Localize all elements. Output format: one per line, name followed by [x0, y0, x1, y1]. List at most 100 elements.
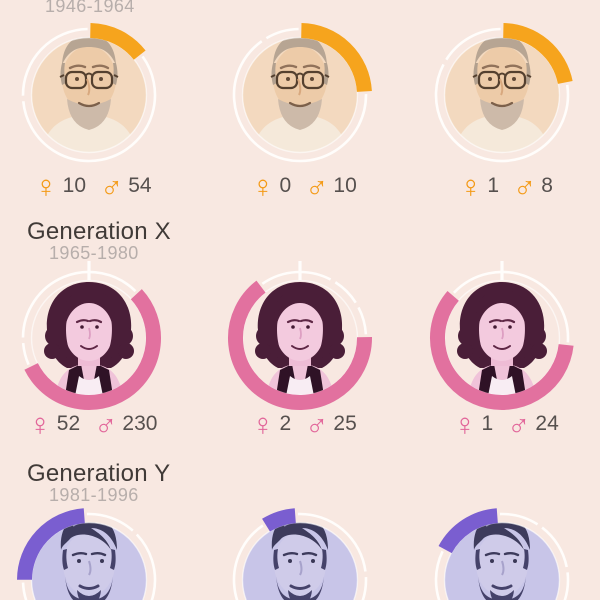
- female-stat: ♀ 2: [251, 409, 291, 440]
- donut-ring-svg: [17, 508, 157, 600]
- female-icon: ♀: [453, 406, 477, 442]
- stat-value: 10: [62, 174, 86, 197]
- ring-highlight-arc: [89, 23, 146, 60]
- ring-track-segment: [21, 270, 137, 338]
- donut-ring-svg: [232, 23, 372, 163]
- donut-ring-svg: [228, 261, 372, 410]
- ring-track-segment: [445, 27, 501, 61]
- male-icon: ♂: [100, 168, 124, 204]
- section-years-generation-y: 1981-1996: [49, 485, 139, 505]
- avatar-outline: [30, 36, 148, 154]
- donut-cell-generation-y-2: [218, 498, 382, 600]
- ring-highlight-arc: [262, 508, 297, 532]
- male-stat: ♂ 230: [94, 409, 157, 440]
- avatar-woman: [455, 280, 549, 396]
- female-stat: ♀ 1: [459, 171, 499, 202]
- donut-ring-svg: [430, 261, 574, 410]
- male-icon: ♂: [513, 168, 537, 204]
- section-title-generation-x: Generation X: [27, 218, 171, 245]
- gender-stats-generation-x-1: ♀ 52 ♂ 230: [11, 406, 175, 442]
- donut-cell-baby-boomers-2: [218, 13, 382, 177]
- male-stat: ♂ 10: [305, 171, 357, 202]
- ring-track-segment: [232, 524, 368, 600]
- ring-track-segment: [452, 270, 570, 343]
- female-icon: ♀: [28, 406, 52, 442]
- donut-cell-baby-boomers-1: [7, 13, 171, 177]
- avatar-outline: [241, 521, 359, 600]
- ring-track-segment: [297, 512, 367, 572]
- stat-value: 2: [279, 412, 292, 435]
- section-years-generation-x: 1965-1980: [49, 243, 139, 263]
- gender-stats-baby-boomers-1: ♀ 10 ♂ 54: [11, 168, 175, 204]
- stat-value: 24: [535, 412, 559, 435]
- male-stat: ♂ 25: [305, 409, 357, 440]
- donut-cell-generation-x-3: [420, 256, 584, 420]
- male-icon: ♂: [305, 168, 329, 204]
- stat-value: 1: [487, 174, 499, 197]
- section-title-generation-y: Generation Y: [27, 460, 171, 487]
- male-stat: ♂ 54: [100, 171, 152, 202]
- ring-highlight-arc: [502, 23, 573, 85]
- male-icon: ♂: [94, 406, 118, 442]
- donut-cell-generation-x-1: [7, 256, 171, 420]
- male-icon: ♂: [305, 406, 329, 442]
- female-stat: ♀ 1: [453, 409, 493, 440]
- avatar-woman: [253, 280, 347, 396]
- ring-track-segment: [261, 270, 332, 285]
- ring-highlight-arc: [228, 280, 372, 410]
- stat-value: 54: [128, 174, 152, 197]
- donut-ring-svg: [434, 508, 570, 600]
- stat-value: 52: [56, 412, 81, 435]
- ring-track-segment: [541, 526, 568, 568]
- donut-cell-generation-y-1: [7, 498, 171, 600]
- donut-ring-svg: [21, 23, 157, 163]
- male-stat: ♂ 24: [507, 409, 559, 440]
- ring-track-segment: [265, 27, 299, 40]
- donut-cell-generation-x-2: [218, 256, 382, 420]
- ring-highlight-arc: [24, 289, 161, 410]
- ring-track-segment: [21, 55, 157, 163]
- gender-stats-generation-x-3: ♀ 1 ♂ 24: [424, 406, 588, 442]
- donut-ring-svg: [434, 23, 573, 163]
- male-icon: ♂: [507, 406, 531, 442]
- avatar-outline: [30, 521, 148, 600]
- avatar-outline: [241, 36, 359, 154]
- ring-highlight-arc: [300, 23, 372, 93]
- ring-track-segment: [21, 342, 30, 366]
- avatar-woman: [42, 280, 136, 396]
- ring-track-segment: [434, 63, 570, 163]
- donut-cell-generation-y-3: [420, 498, 584, 600]
- ring-highlight-arc: [17, 508, 86, 581]
- stat-value: 230: [122, 412, 158, 435]
- donut-ring-svg: [232, 508, 368, 600]
- gender-stats-generation-x-2: ♀ 2 ♂ 25: [222, 406, 386, 442]
- section-years-boomers: 1946-1964: [45, 0, 135, 16]
- gender-stats-baby-boomers-3: ♀ 1 ♂ 8: [424, 168, 588, 204]
- female-icon: ♀: [34, 168, 58, 204]
- stat-value: 1: [481, 412, 494, 435]
- male-stat: ♂ 8: [513, 171, 553, 202]
- gender-stats-baby-boomers-2: ♀ 0 ♂ 10: [222, 168, 386, 204]
- female-icon: ♀: [251, 168, 275, 204]
- ring-track-segment: [499, 512, 539, 526]
- stat-value: 8: [541, 174, 553, 197]
- avatar-outline: [443, 521, 561, 600]
- ring-track-segment: [21, 533, 157, 600]
- female-stat: ♀ 0: [251, 171, 291, 202]
- ring-highlight-arc: [438, 508, 499, 554]
- donut-cell-baby-boomers-3: [420, 13, 584, 177]
- ring-track-segment: [357, 306, 368, 335]
- female-stat: ♀ 10: [34, 171, 86, 202]
- ring-track-segment: [21, 27, 88, 96]
- donut-ring-svg: [21, 261, 161, 410]
- avatar-outline: [443, 36, 561, 154]
- ring-track-segment: [334, 281, 357, 304]
- stat-value: 25: [333, 412, 357, 435]
- ring-track-segment: [232, 40, 368, 163]
- female-icon: ♀: [459, 168, 483, 204]
- ring-track-segment: [86, 512, 134, 532]
- ring-track-segment: [434, 550, 570, 600]
- stat-value: 10: [333, 174, 357, 197]
- ring-highlight-arc: [430, 290, 574, 410]
